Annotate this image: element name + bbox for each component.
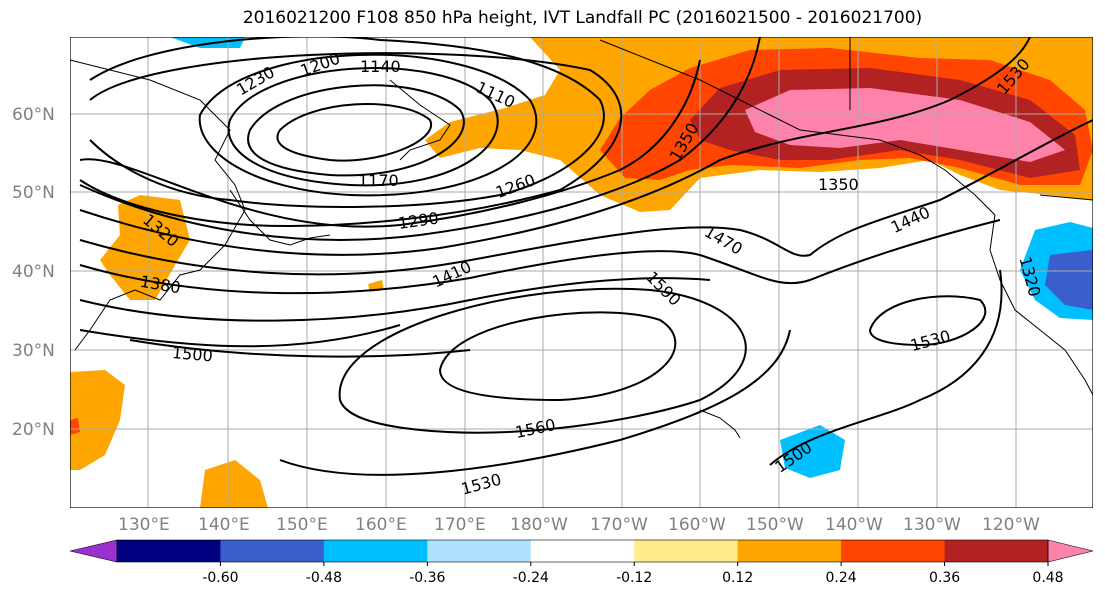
longitude-labels: 130°E 140°E 150°E 160°E 170°E 180°W 170°… [118, 515, 1040, 535]
colorbar-segment [944, 540, 1049, 562]
shade-blue-top [170, 37, 245, 48]
lat-label: 40°N [12, 262, 55, 282]
lon-label: 140°E [198, 515, 250, 535]
coast-hawaii [699, 409, 741, 439]
contour-label: 1410 [429, 257, 474, 291]
colorbar-tick-label: -0.60 [202, 570, 238, 586]
ivt-shading [70, 37, 1093, 508]
colorbar-segment [220, 540, 325, 562]
map-area: 1230 1200 1140 1110 1170 1260 1350 1350 … [70, 37, 1093, 508]
coast-westcoast [989, 214, 1093, 396]
lon-label: 170°W [590, 515, 648, 535]
shade-orange-sw [70, 370, 125, 470]
lon-label: 130°E [118, 515, 170, 535]
colorbar-segment [634, 540, 739, 562]
coast-kamchatka [229, 189, 331, 246]
coast-alaska [599, 39, 996, 216]
contour-label: 1530 [459, 470, 503, 499]
coastlines [70, 37, 1093, 439]
contour-label: 1110 [473, 77, 518, 111]
shade-pink [745, 88, 1065, 162]
shade-orange-japan [100, 195, 190, 300]
colorbar-tick-label: -0.36 [409, 570, 445, 586]
colorbar: -0.60 -0.48 -0.36 -0.24 -0.12 0.12 0.24 0.36 0.4… [69, 539, 1094, 586]
contour-label: 1590 [642, 267, 684, 309]
lat-label: 60°N [12, 105, 55, 125]
colorbar-tick-label: 0.48 [1032, 570, 1063, 586]
colorbar-tick-label: -0.12 [616, 570, 652, 586]
lon-label: 150°W [746, 515, 804, 535]
contour-label: 1200 [298, 49, 343, 81]
lat-label: 30°N [12, 341, 55, 361]
latitude-labels: 20°N 30°N 40°N 50°N 60°N [12, 105, 55, 440]
contour-label: 1560 [513, 415, 557, 442]
lon-label: 150°E [276, 515, 328, 535]
colorbar-tick-label: 0.24 [826, 570, 857, 586]
height-contours [79, 37, 1093, 476]
colorbar-extend-max [1047, 539, 1094, 563]
coast-asia [70, 59, 246, 351]
colorbar-segment [427, 540, 532, 562]
lon-label: 120°W [982, 515, 1040, 535]
coast-border2 [1039, 194, 1093, 201]
contour-label: 1170 [358, 171, 399, 190]
colorbar-tick-label: -0.48 [306, 570, 342, 586]
lon-label: 170°E [434, 515, 486, 535]
shade-blue-sw [780, 425, 845, 478]
shade-red-dot1 [70, 418, 80, 435]
colorbar-segment [530, 540, 635, 562]
coast-bering [389, 79, 451, 161]
shade-orange-south [200, 460, 268, 508]
contour-label: 1140 [360, 57, 401, 76]
lon-label: 140°W [825, 515, 883, 535]
colorbar-segment [737, 540, 842, 562]
colorbar-tick-label: 0.36 [929, 570, 960, 586]
colorbar-tick-label: -0.24 [513, 570, 549, 586]
contour-label: 1440 [888, 203, 933, 237]
lat-label: 20°N [12, 420, 55, 440]
lon-label: 160°W [668, 515, 726, 535]
colorbar-segment [117, 540, 221, 562]
contour-label: 1350 [818, 175, 859, 194]
contour-label: 1290 [397, 208, 440, 232]
contour-label: 1530 [908, 326, 952, 355]
lon-label: 180°W [510, 515, 568, 535]
lon-label: 160°E [355, 515, 407, 535]
contour-label: 1500 [171, 343, 213, 365]
shade-royal-ne [1045, 250, 1093, 310]
chart-title: 2016021200 F108 850 hPa height, IVT Land… [242, 8, 923, 28]
lat-label: 50°N [12, 183, 55, 203]
colorbar-outline [116, 539, 1049, 563]
lon-label: 130°W [903, 515, 961, 535]
colorbar-segment [841, 540, 946, 562]
colorbar-tick-label: 0.12 [722, 570, 753, 586]
colorbar-extend-min [69, 539, 118, 563]
colorbar-segment [323, 540, 428, 562]
